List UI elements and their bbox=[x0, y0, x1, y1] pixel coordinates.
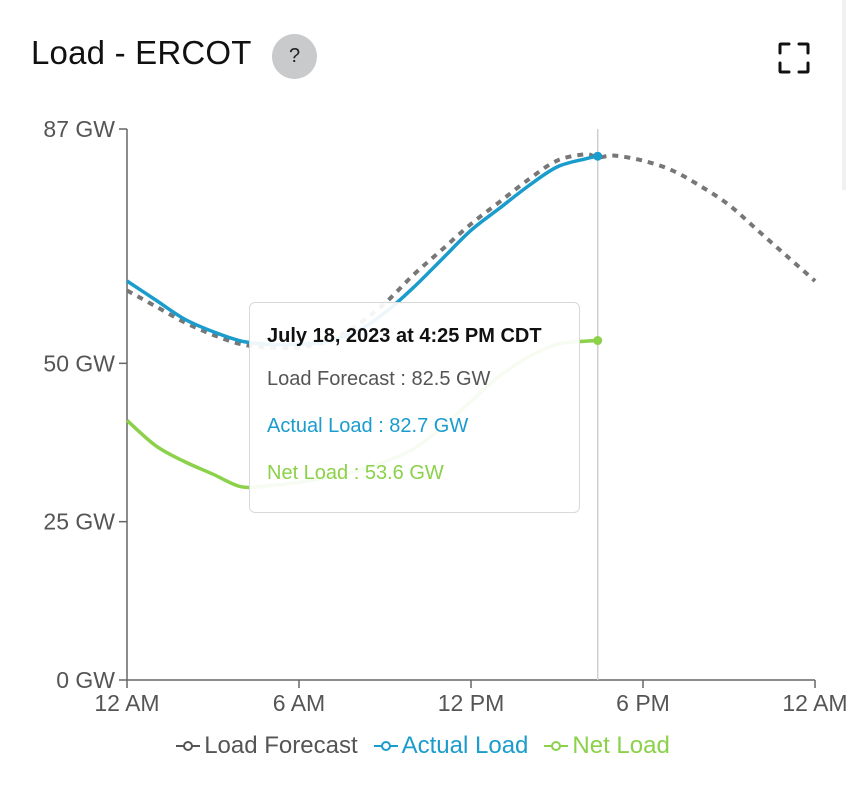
hover-point-actual-load bbox=[593, 151, 603, 161]
legend-marker-icon bbox=[373, 741, 398, 751]
legend-item-load-forecast[interactable]: Load Forecast bbox=[176, 731, 358, 761]
chart-tooltip: July 18, 2023 at 4:25 PM CDT Load Foreca… bbox=[249, 302, 580, 513]
hover-point-net-load bbox=[593, 336, 603, 346]
tooltip-load-forecast: Load Forecast : 82.5 GW bbox=[267, 368, 491, 390]
legend-item-actual-load[interactable]: Actual Load bbox=[373, 731, 529, 761]
x-tick-label: 12 PM bbox=[438, 690, 504, 716]
help-button[interactable]: ? bbox=[272, 34, 317, 79]
x-tick-label: 6 PM bbox=[616, 690, 670, 716]
x-tick-label: 6 AM bbox=[273, 690, 325, 716]
legend-item-net-load[interactable]: Net Load bbox=[544, 731, 670, 761]
page-title: Load - ERCOT bbox=[31, 34, 252, 71]
tooltip-net-load: Net Load : 53.6 GW bbox=[267, 462, 444, 484]
legend-marker-icon bbox=[544, 741, 569, 751]
fullscreen-icon[interactable] bbox=[778, 42, 810, 74]
legend-label: Net Load bbox=[572, 732, 670, 759]
y-tick-label: 50 GW bbox=[43, 350, 115, 376]
tooltip-title: July 18, 2023 at 4:25 PM CDT bbox=[267, 325, 542, 347]
tooltip-actual-load: Actual Load : 82.7 GW bbox=[267, 415, 469, 437]
load-chart[interactable]: 0 GW 25 GW 50 GW 87 GW 12 AM 6 AM 12 PM 6 PM 12 … bbox=[0, 0, 846, 730]
legend-label: Actual Load bbox=[401, 732, 529, 759]
x-tick-label: 12 AM bbox=[94, 690, 159, 716]
legend-marker-icon bbox=[176, 741, 201, 751]
y-tick-label: 0 GW bbox=[56, 667, 115, 693]
legend-label: Load Forecast bbox=[204, 732, 358, 759]
x-tick-label: 12 AM bbox=[782, 690, 846, 716]
y-tick-label: 25 GW bbox=[43, 509, 115, 535]
card-edge bbox=[842, 0, 846, 190]
chart-legend: Load Forecast Actual Load Net Load bbox=[0, 731, 846, 761]
y-tick-label: 87 GW bbox=[43, 116, 115, 142]
